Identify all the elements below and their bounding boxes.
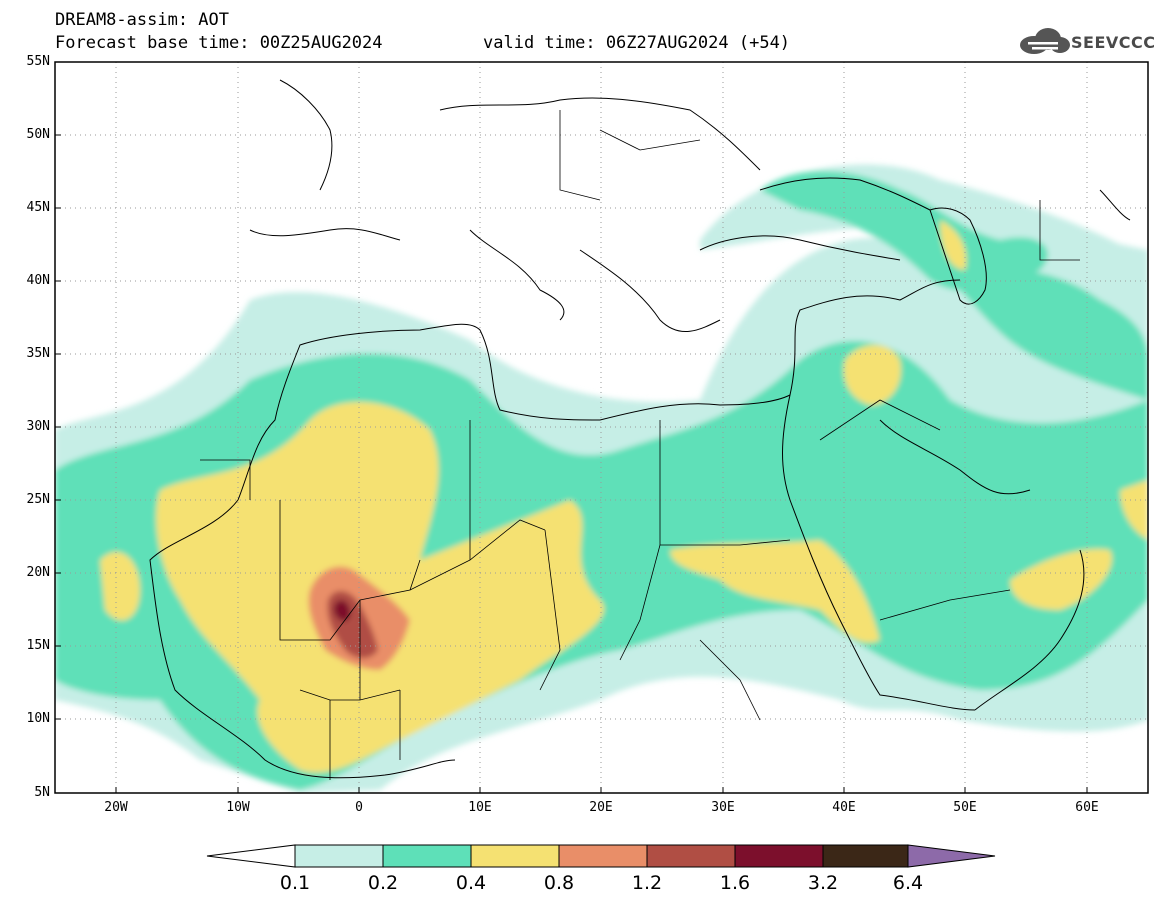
lat-label: 10N <box>26 711 50 726</box>
colorbar-box-5 <box>646 844 736 868</box>
aot-band-0-4-sudan <box>670 540 880 643</box>
lat-label: 35N <box>26 346 50 361</box>
lon-label: 20W <box>104 800 128 815</box>
valid-time: valid time: 06Z27AUG2024 (+54) <box>483 33 791 53</box>
colorbar-box-1 <box>294 844 384 868</box>
lon-label: 0 <box>355 800 363 815</box>
cloud-icon <box>1020 28 1070 54</box>
colorbar <box>206 844 996 868</box>
lat-label: 5N <box>34 785 50 800</box>
colorbar-label: 0.8 <box>543 872 575 894</box>
aot-band-0-4-oman <box>1010 549 1112 610</box>
map-grid <box>55 62 1148 793</box>
aot-band-0-4-east <box>1120 480 1148 540</box>
colorbar-arrow-low <box>206 844 296 868</box>
aot-band-1-6 <box>333 600 351 622</box>
lon-label: 30E <box>711 800 735 815</box>
colorbar-arrow-high <box>907 844 996 868</box>
lon-label: 10W <box>226 800 250 815</box>
colorbar-label: 6.4 <box>892 872 924 894</box>
aot-band-0-2-black-sea <box>760 171 1048 291</box>
forecast-base-time: Forecast base time: 00Z25AUG2024 <box>55 33 383 53</box>
lat-label: 55N <box>26 54 50 69</box>
lat-label: 20N <box>26 565 50 580</box>
axis-ticks <box>55 61 1088 793</box>
colorbar-label: 0.4 <box>455 872 487 894</box>
coastlines <box>149 79 1131 779</box>
colorbar-label: 1.6 <box>719 872 751 894</box>
colorbar-box-2 <box>382 844 472 868</box>
lon-label: 50E <box>953 800 977 815</box>
lat-label: 50N <box>26 127 50 142</box>
colorbar-label: 0.2 <box>367 872 399 894</box>
colorbar-label: 1.2 <box>631 872 663 894</box>
lat-label: 40N <box>26 273 50 288</box>
colorbar-label: 0.1 <box>279 872 311 894</box>
colorbar-label: 3.2 <box>807 872 839 894</box>
lat-label: 45N <box>26 200 50 215</box>
lon-label: 20E <box>589 800 613 815</box>
colorbar-box-4 <box>558 844 648 868</box>
lat-label: 25N <box>26 492 50 507</box>
aot-band-0-4-atlantic <box>100 551 140 621</box>
lon-label: 40E <box>832 800 856 815</box>
map-title: DREAM8-assim: AOT <box>55 10 229 30</box>
aot-band-0-4 <box>156 401 604 773</box>
aot-band-0-4-caspian <box>940 220 967 270</box>
colorbar-box-3 <box>470 844 560 868</box>
aot-band-0-2-iran <box>960 269 1148 400</box>
borders <box>200 110 1080 780</box>
aot-field <box>55 62 1148 793</box>
colorbar-box-7 <box>822 844 909 868</box>
lat-label: 30N <box>26 419 50 434</box>
lon-label: 10E <box>468 800 492 815</box>
lat-label: 15N <box>26 638 50 653</box>
lon-label: 60E <box>1075 800 1099 815</box>
aot-band-0-4-iraq <box>843 345 901 405</box>
logo-text: SEEVCCC <box>1071 33 1156 52</box>
colorbar-box-6 <box>734 844 824 868</box>
